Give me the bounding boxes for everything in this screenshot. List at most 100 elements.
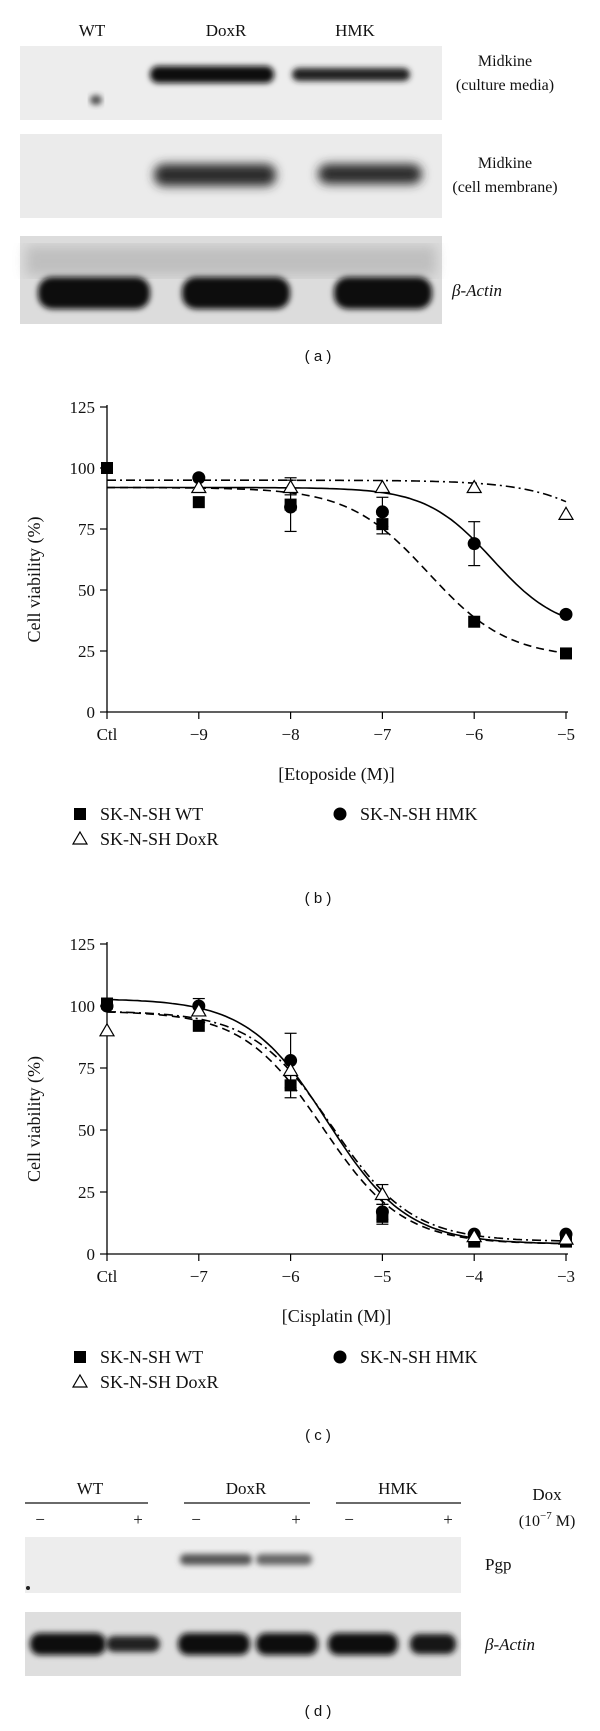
chart-b-ytick-label: 0 [87, 703, 96, 722]
chart-c-xtick-label: −3 [557, 1267, 575, 1286]
chart-c-legend-marker-circle [333, 1350, 347, 1364]
blot-d-band-actin-3 [178, 1633, 250, 1655]
blot-d: WT DoxR HMK − + − + − + Dox (10−7 M) Pgp… [25, 1479, 575, 1720]
blot-a-lane-hmk: HMK [335, 21, 375, 40]
chart-c-xtick-label: −5 [373, 1267, 391, 1286]
blot-a-row1-line2: (culture media) [456, 77, 554, 94]
blot-d-sign-5: − [344, 1510, 354, 1529]
chart-b-fit-triangle [107, 479, 567, 503]
chart-c-fit-triangle [106, 1011, 567, 1242]
blot-a-band-actin-doxr [182, 277, 290, 309]
chart-c-legend-label: SK-N-SH HMK [360, 1347, 478, 1367]
chart-c-legend-label: SK-N-SH WT [100, 1347, 203, 1367]
chart-c-point-triangle [98, 1022, 116, 1037]
chart-b-legend-label: SK-N-SH HMK [360, 804, 478, 824]
blot-d-dox-conc: (10−7 M) [519, 1510, 576, 1530]
chart-c-ytick-label: 75 [78, 1059, 95, 1078]
chart-b-point-circle [375, 505, 389, 519]
chart-c-legend-label: SK-N-SH DoxR [100, 1372, 219, 1392]
chart-c-xtick-label: −4 [465, 1267, 484, 1286]
panel-label-d: ( d ) [305, 1703, 332, 1720]
blot-a-band-actin-hmk [334, 277, 432, 309]
blot-d-sign-4: + [291, 1510, 301, 1529]
blot-a: WT DoxR HMK Midkine (culture media) Midk… [20, 21, 558, 365]
blot-d-row-actin: β-Actin [484, 1635, 535, 1654]
chart-b-point-square [560, 647, 572, 660]
blot-d-band-pgp-doxr-minus [180, 1554, 252, 1565]
chart-b-x-label: [Etoposide (M)] [278, 764, 394, 785]
chart-b-y-label: Cell viability (%) [24, 517, 45, 643]
chart-b-point-triangle [190, 479, 207, 494]
chart-b-point-triangle [466, 479, 483, 494]
chart-b-ytick-label: 25 [78, 642, 95, 661]
chart-b-xtick-label: −5 [557, 725, 575, 744]
chart-c-ytick-label: 100 [70, 997, 96, 1016]
chart-b-ytick-label: 50 [78, 581, 95, 600]
blot-a-row1-line1: Midkine [478, 53, 532, 70]
blot-d-band-actin-6 [410, 1634, 456, 1654]
chart-b-xtick-label: Ctl [97, 725, 118, 744]
chart-b-point-square [101, 462, 113, 474]
blot-d-sign-1: − [35, 1510, 45, 1529]
chart-b-ytick-label: 125 [70, 398, 96, 417]
chart-c-xtick-label: Ctl [97, 1267, 118, 1286]
blot-d-band-actin-2 [106, 1636, 160, 1652]
chart-c-panel-label: ( c ) [305, 1427, 331, 1444]
blot-d-group-doxr: DoxR [226, 1479, 267, 1498]
chart-b-point-circle [467, 537, 481, 551]
chart-b-legend-marker-circle [333, 807, 347, 821]
chart-b-legend-marker-square [74, 808, 86, 820]
blot-a-band-membrane-hmk [318, 164, 422, 184]
chart-c-legend-marker-square [74, 1351, 86, 1363]
chart-c-ytick-label: 0 [87, 1245, 96, 1264]
chart-b-xtick-label: −9 [190, 725, 208, 744]
chart-c-point-triangle [282, 1062, 299, 1077]
blot-a-actin-haze [26, 246, 436, 276]
chart-b-legend-label: SK-N-SH WT [100, 804, 203, 824]
chart-c-ytick-label: 50 [78, 1121, 95, 1140]
blot-a-band-actin-wt [38, 277, 150, 309]
blot-a-band-membrane-doxr [154, 164, 276, 186]
blot-a-dot-artifact [90, 95, 102, 105]
blot-a-row2-line2: (cell membrane) [452, 179, 557, 196]
chart-b-panel-label: ( b ) [305, 890, 332, 907]
chart-b-point-circle [284, 500, 298, 514]
chart-c-legend-marker-triangle [71, 1373, 89, 1388]
blot-a-band-media-doxr [150, 66, 274, 83]
blot-d-band-actin-5 [328, 1633, 398, 1655]
blot-a-lane-wt: WT [79, 21, 106, 40]
chart-b-point-circle [559, 607, 573, 621]
chart-c-point-triangle [466, 1228, 483, 1243]
blot-d-band-pgp-doxr-plus [256, 1554, 312, 1565]
blot-d-dox-label: Dox [532, 1485, 562, 1504]
chart-c-ytick-label: 125 [70, 935, 96, 954]
blot-d-group-hmk: HMK [378, 1479, 418, 1498]
chart-b-legend-label: SK-N-SH DoxR [100, 829, 219, 849]
blot-d-sign-6: + [443, 1510, 453, 1529]
blot-d-sign-3: − [191, 1510, 201, 1529]
chart-c-ytick-label: 25 [78, 1183, 95, 1202]
chart-c-x-label: [Cisplatin (M)] [282, 1306, 392, 1327]
blot-d-row-pgp: Pgp [485, 1555, 511, 1574]
blot-d-dox-conc-base: (10 [519, 1513, 540, 1530]
panel-label-a: ( a ) [305, 348, 332, 365]
chart-c-fit-circle [106, 998, 567, 1245]
blot-a-row3-label: β-Actin [451, 281, 502, 300]
chart-c-point-square [192, 1019, 205, 1032]
blot-d-group-wt: WT [77, 1479, 104, 1498]
chart-c-y-label: Cell viability (%) [24, 1056, 45, 1182]
chart-b-point-triangle [374, 479, 391, 494]
chart-b-point-triangle [557, 506, 575, 520]
chart-c-point-circle [100, 999, 114, 1013]
blot-a-row2-line1: Midkine [478, 155, 532, 172]
chart-b-legend-marker-triangle [71, 830, 89, 845]
chart-c-fit-square [106, 1011, 567, 1245]
chart-c-xtick-label: −7 [190, 1267, 209, 1286]
chart-b-fit-circle [107, 486, 567, 619]
chart-c-point-triangle [557, 1230, 575, 1245]
chart-cisplatin: 0 25 50 75 100 125 Ctl −7 −6 −5 −4 −3 [Cisplatin (M)… [24, 935, 575, 1444]
chart-b-fit-square [107, 486, 567, 654]
chart-etoposide: 0 25 50 75 100 125 Ctl −9 −8 −7 −6 −5 [Etoposide (M)… [24, 398, 575, 907]
chart-c-point-triangle [190, 1002, 207, 1017]
